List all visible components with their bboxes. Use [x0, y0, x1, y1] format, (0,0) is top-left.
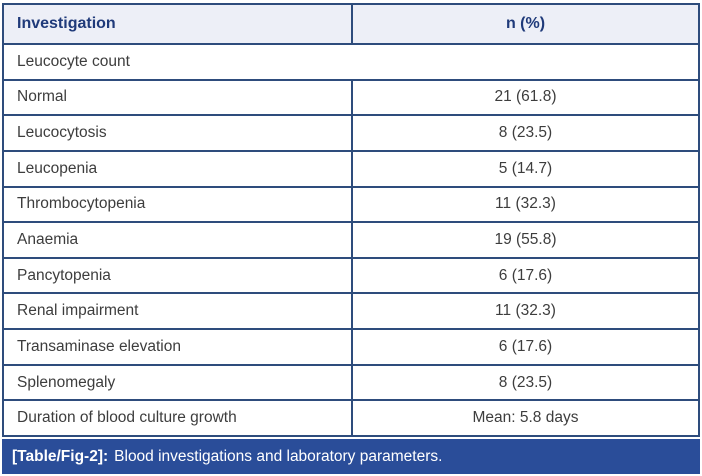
row-value: 6 (17.6) — [351, 258, 698, 293]
table-row: Duration of blood culture growth Mean: 5… — [4, 401, 698, 436]
table-row: Renal impairment 11 (32.3) — [4, 294, 698, 331]
row-label: Splenomegaly — [17, 373, 116, 391]
caption-text: Blood investigations and laboratory para… — [114, 447, 443, 465]
row-label: Pancytopenia — [17, 266, 111, 284]
row-label: Leucocytosis — [17, 124, 107, 142]
table-row: Pancytopenia 6 (17.6) — [4, 258, 698, 295]
row-label: Anaemia — [17, 231, 79, 249]
investigations-table: Investigation n (%) Leucocyte count Norm… — [2, 3, 700, 437]
table-header-row: Investigation n (%) — [4, 5, 698, 45]
row-label: Duration of blood culture growth — [17, 409, 237, 427]
table-row: Anaemia 19 (55.8) — [4, 223, 698, 259]
table-row: Thrombocytopenia 11 (32.3) — [4, 187, 698, 224]
row-value: 8 (23.5) — [351, 365, 698, 400]
row-value: 6 (17.6) — [351, 330, 698, 364]
table-row: Leucopenia 5 (14.7) — [4, 151, 698, 188]
table-row: Leucocytosis 8 (23.5) — [4, 116, 698, 152]
row-label: Transaminase elevation — [17, 337, 181, 355]
caption-tag: [Table/Fig-2]: — [12, 447, 109, 465]
row-value: 8 (23.5) — [351, 116, 698, 150]
table-row: Normal 21 (61.8) — [4, 80, 698, 117]
row-label: Normal — [17, 88, 67, 106]
row-label: Thrombocytopenia — [17, 195, 146, 213]
row-value: 11 (32.3) — [351, 187, 698, 222]
table-row: Transaminase elevation 6 (17.6) — [4, 330, 698, 366]
column-header-investigation: Investigation — [17, 15, 116, 32]
section-label: Leucocyte count — [17, 52, 130, 70]
row-value: 5 (14.7) — [351, 151, 698, 186]
row-value: 11 (32.3) — [351, 294, 698, 329]
table-section-row: Leucocyte count — [4, 45, 698, 81]
table-caption: [Table/Fig-2]: Blood investigations and … — [2, 439, 700, 474]
column-header-n-percent: n (%) — [351, 5, 698, 43]
table-row: Splenomegaly 8 (23.5) — [4, 365, 698, 402]
row-value: Mean: 5.8 days — [351, 401, 698, 436]
row-label: Renal impairment — [17, 302, 139, 320]
row-value: 19 (55.8) — [351, 223, 698, 257]
row-value: 21 (61.8) — [351, 80, 698, 115]
row-label: Leucopenia — [17, 159, 98, 177]
